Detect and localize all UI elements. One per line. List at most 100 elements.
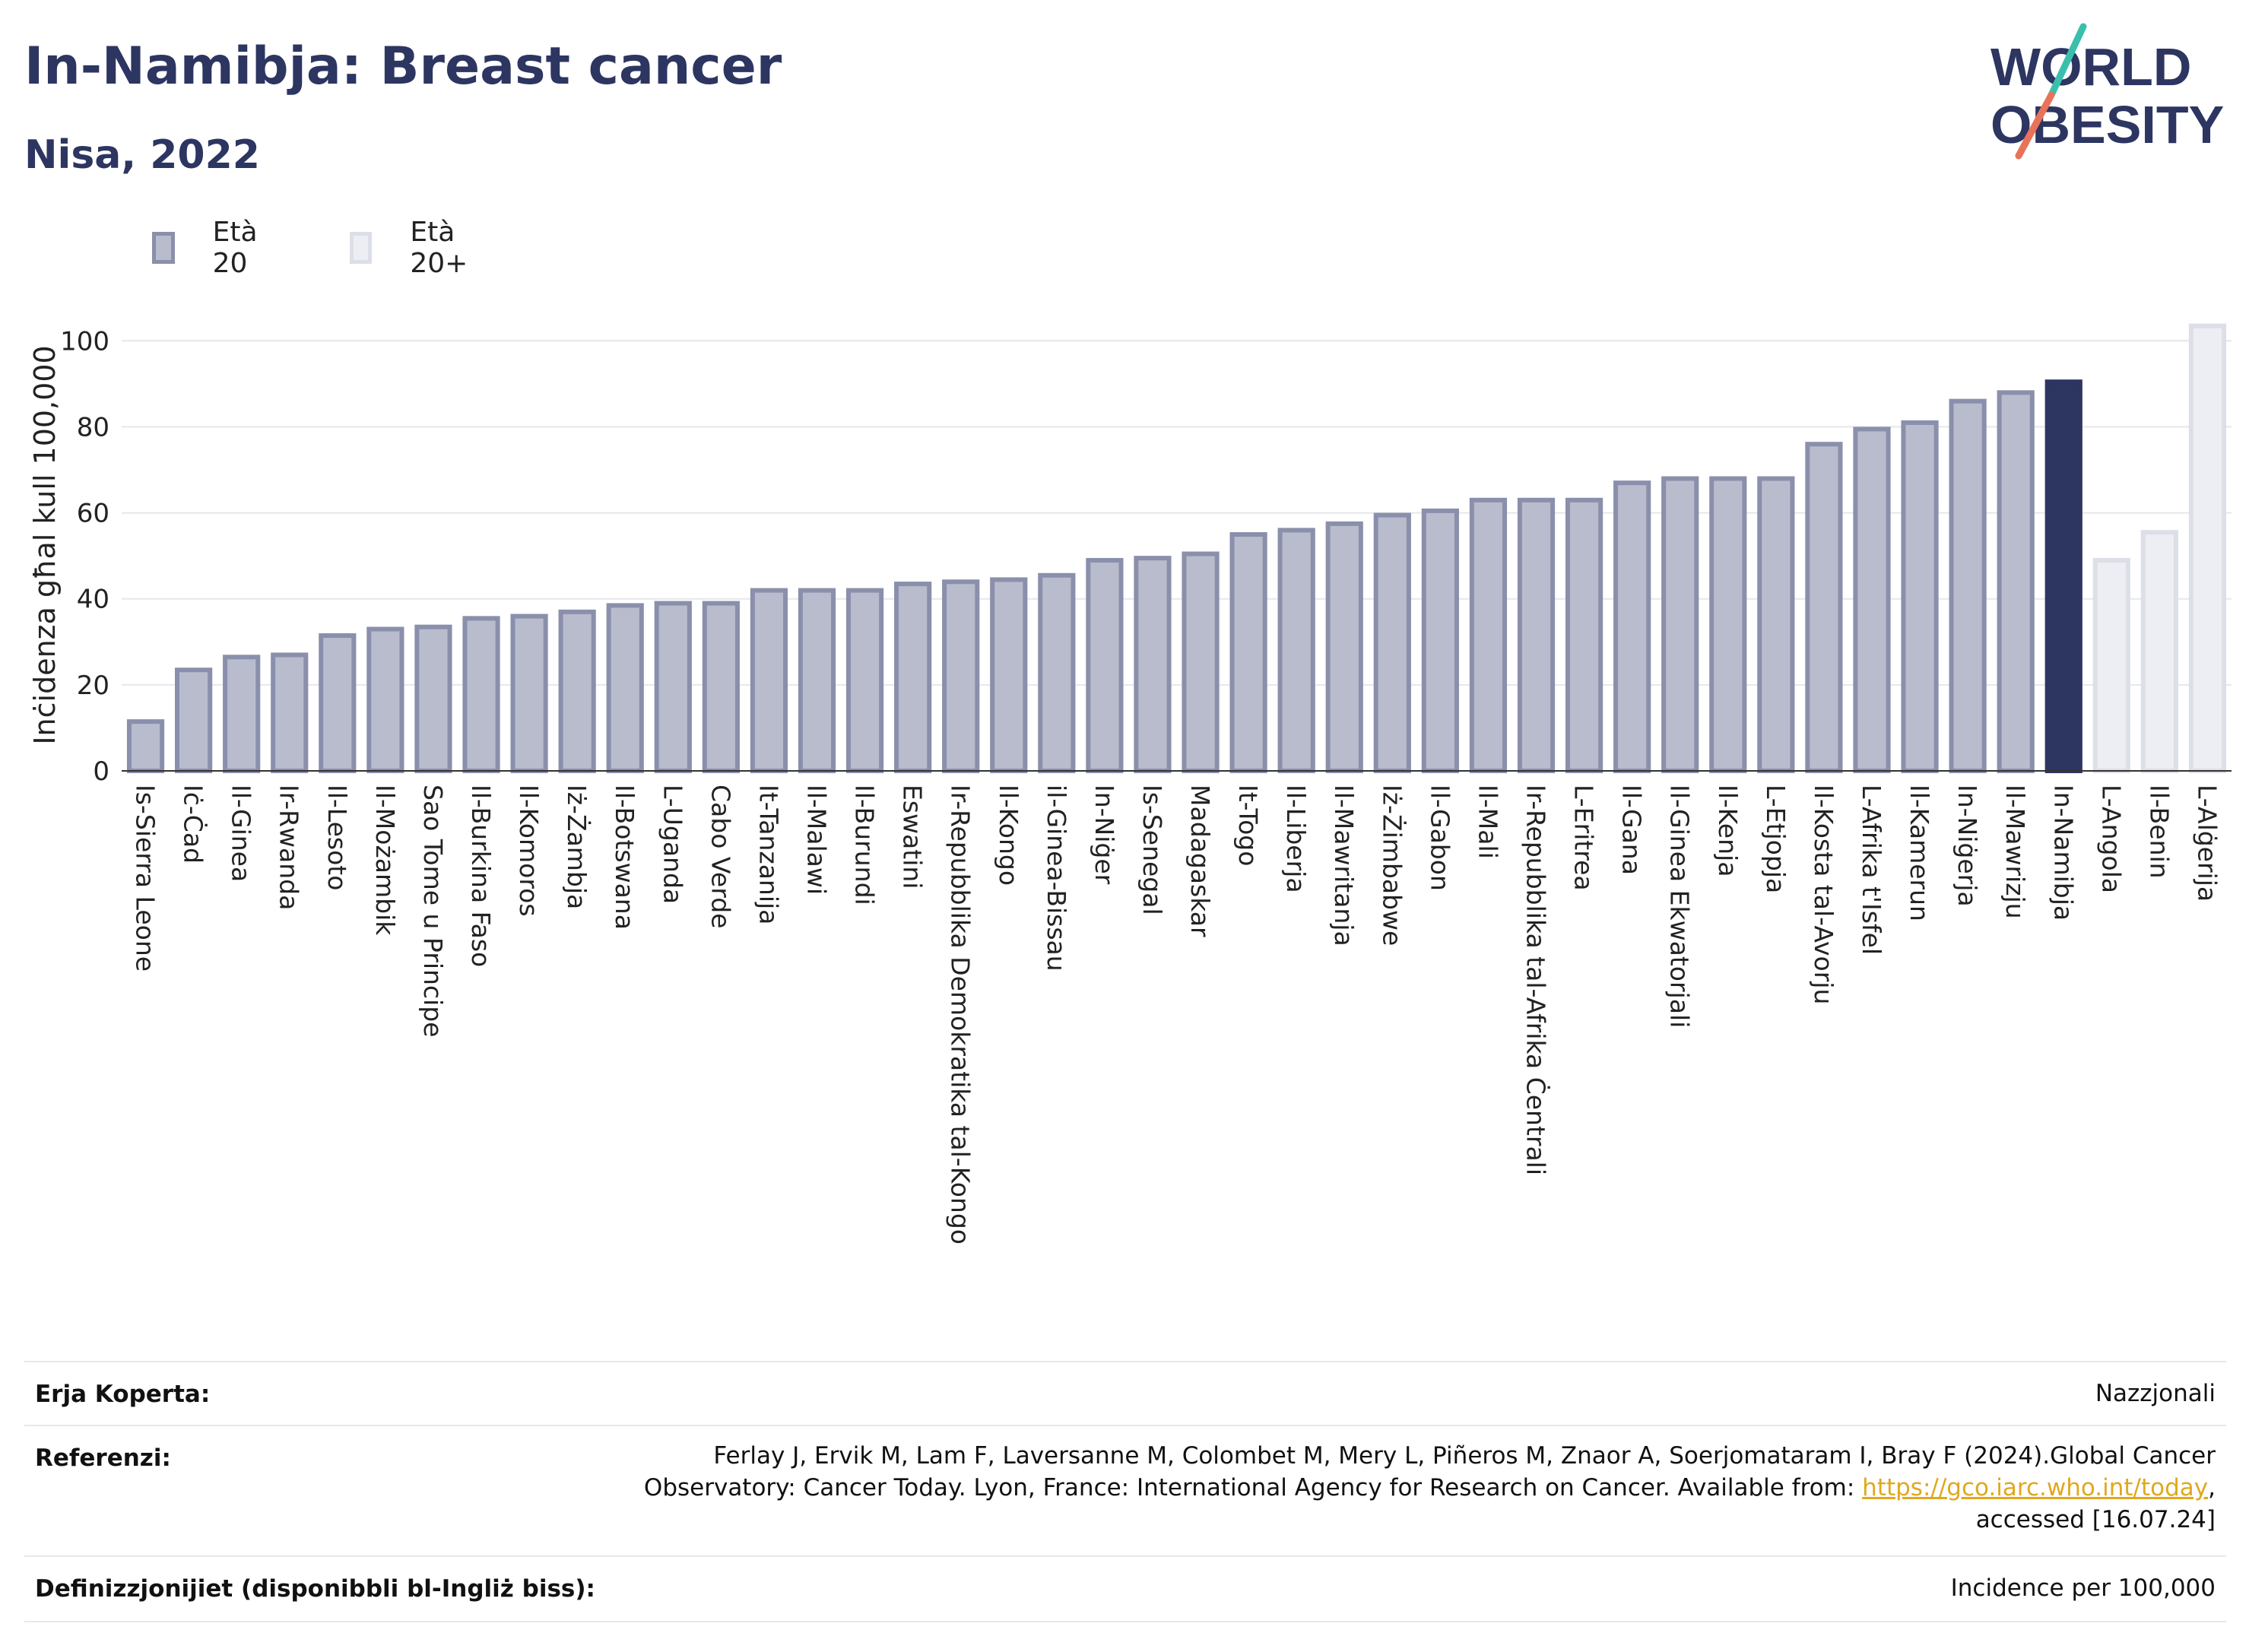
y-tick-label: 20 <box>77 671 109 701</box>
x-tick-label: Il-Benin <box>2144 785 2174 879</box>
bar-17 <box>942 579 980 773</box>
x-tick-label: Is-Senegal <box>1137 785 1167 915</box>
x-tick-label: L-Etjopja <box>1761 785 1791 893</box>
bar-1 <box>175 667 213 773</box>
y-axis-label: Inċidenza għal kull 100,000 <box>28 345 62 744</box>
bar-8 <box>510 614 548 773</box>
x-tick-label: Iċ-Ċad <box>179 785 209 864</box>
info-row-references: Referenzi: Ferlay J, Ervik M, Lam F, Lav… <box>24 1425 2226 1557</box>
x-tick-label: In-Niġer <box>1090 785 1119 885</box>
x-tick-label: Ir-Repubblika Demokratika tal-Kongo <box>946 785 975 1245</box>
bar-27 <box>1421 508 1459 773</box>
bar-4 <box>319 633 357 773</box>
bar-31 <box>1613 480 1651 773</box>
bar-43 <box>2188 323 2227 773</box>
x-tick-label: Ir-Rwanda <box>274 785 304 910</box>
legend-item-age-20[interactable]: Età 20 <box>152 217 267 279</box>
legend-item-age-20-plus[interactable]: Età 20+ <box>350 217 477 279</box>
x-tick-label: Il-Mawritanja <box>1329 785 1359 946</box>
bar-9 <box>558 609 596 773</box>
x-tick-label: It-Tanzanija <box>753 785 783 924</box>
x-tick-label: Il-Kenja <box>1713 785 1743 877</box>
bar-33 <box>1709 476 1747 773</box>
x-tick-label: Il-Możambik <box>370 785 400 936</box>
x-tick-label: Il-Mawrizju <box>2000 785 2030 919</box>
y-tick-label: 80 <box>77 412 109 442</box>
x-tick-label: It-Togo <box>1233 785 1263 866</box>
legend-label-age-20: Età 20 <box>212 217 258 279</box>
bar-39 <box>1997 390 2035 773</box>
x-tick-label: L-Afrika t'Isfel <box>1857 785 1886 955</box>
bar-30 <box>1565 497 1603 773</box>
logo-line1: WORLD <box>1990 37 2191 97</box>
bar-37 <box>1901 420 1939 773</box>
x-tick-label: Il-Komoros <box>514 785 544 917</box>
info-row-definitions: Definizzjonijiet (disponibbli bl-Ingliż … <box>24 1555 2226 1622</box>
x-tick-label: Il-Kamerun <box>1905 785 1934 921</box>
x-tick-label: Il-Ginea <box>227 785 256 882</box>
references-link[interactable]: https://gco.iarc.who.int/today <box>1862 1474 2209 1501</box>
bar-23 <box>1229 532 1267 773</box>
x-tick-label: Madagaskar <box>1185 785 1215 937</box>
x-tick-label: In-Namibja <box>2048 785 2078 921</box>
bar-42 <box>2140 530 2178 773</box>
x-tick-label: In-Niġerja <box>1952 785 1982 907</box>
bar-29 <box>1517 497 1556 773</box>
bar-22 <box>1182 551 1220 773</box>
x-tick-label: Eswatini <box>898 785 928 889</box>
x-tick-label: Il-Kosta tal-Avorju <box>1809 785 1838 1004</box>
bar-24 <box>1277 528 1315 773</box>
x-tick-label: Cabo Verde <box>706 785 735 928</box>
x-tick-label: L-Alġerija <box>2192 785 2222 902</box>
logo-stroke-teal <box>2048 23 2087 99</box>
x-tick-label: Il-Botswana <box>610 785 639 930</box>
x-tick-label: Il-Gabon <box>1425 785 1454 891</box>
page-subtitle: Nisa, 2022 <box>24 132 260 178</box>
bar-28 <box>1469 497 1508 773</box>
x-tick-label: Il-Liberja <box>1281 785 1311 893</box>
x-tick-label: L-Eritrea <box>1569 785 1599 891</box>
world-obesity-logo: WORLD OBESITY <box>1990 23 2224 160</box>
legend-swatch-age-20-plus <box>350 232 373 264</box>
bar-20 <box>1086 557 1124 773</box>
bar-0 <box>126 719 165 773</box>
x-tick-label: Il-Gana <box>1617 785 1647 875</box>
coverage-value: Nazzjonali <box>2095 1380 2216 1407</box>
bar-16 <box>894 582 932 774</box>
bar-41 <box>2092 557 2130 773</box>
bar-34 <box>1757 476 1795 773</box>
x-tick-label: L-Angola <box>2096 785 2126 893</box>
y-tick-label: 40 <box>77 585 109 615</box>
logo-stroke-coral <box>2015 91 2055 160</box>
x-tick-label: Il-Burundi <box>850 785 880 905</box>
references-line1: Ferlay J, Ervik M, Lam F, Laversanne M, … <box>713 1442 2216 1470</box>
bar-15 <box>845 588 884 774</box>
x-tick-label: Il-Malawi <box>801 785 831 895</box>
y-tick-label: 0 <box>93 756 109 787</box>
bar-3 <box>271 652 309 773</box>
x-tick-label: Il-Lesoto <box>322 785 352 890</box>
logo-line2: OBESITY <box>1990 95 2224 154</box>
bar-21 <box>1134 556 1172 773</box>
bar-2 <box>223 655 261 773</box>
x-tick-label: Is-Sierra Leone <box>131 785 160 972</box>
bar-18 <box>990 577 1028 773</box>
definitions-label: Definizzjonijiet (disponibbli bl-Ingliż … <box>35 1575 595 1603</box>
x-tick-label: L-Uganda <box>658 785 687 904</box>
bar-14 <box>798 588 836 774</box>
x-tick-label: il-Ginea-Bissau <box>1042 785 1071 972</box>
references-line2: Observatory: Cancer Today. Lyon, France:… <box>644 1472 2216 1504</box>
bar-5 <box>366 626 404 773</box>
x-tick-label: Il-Kongo <box>994 785 1023 886</box>
x-tick-label: Iż-Żambja <box>562 785 592 909</box>
references-line2-end: , <box>2208 1474 2216 1501</box>
bar-10 <box>606 603 644 773</box>
references-value: Ferlay J, Ervik M, Lam F, Laversanne M, … <box>644 1440 2216 1536</box>
references-label: Referenzi: <box>35 1444 171 1472</box>
bar-19 <box>1038 572 1076 773</box>
legend-label-age-20-plus: Età 20+ <box>410 217 468 279</box>
bar-13 <box>750 588 788 774</box>
bar-38 <box>1949 398 1987 774</box>
bar-12 <box>702 601 740 773</box>
